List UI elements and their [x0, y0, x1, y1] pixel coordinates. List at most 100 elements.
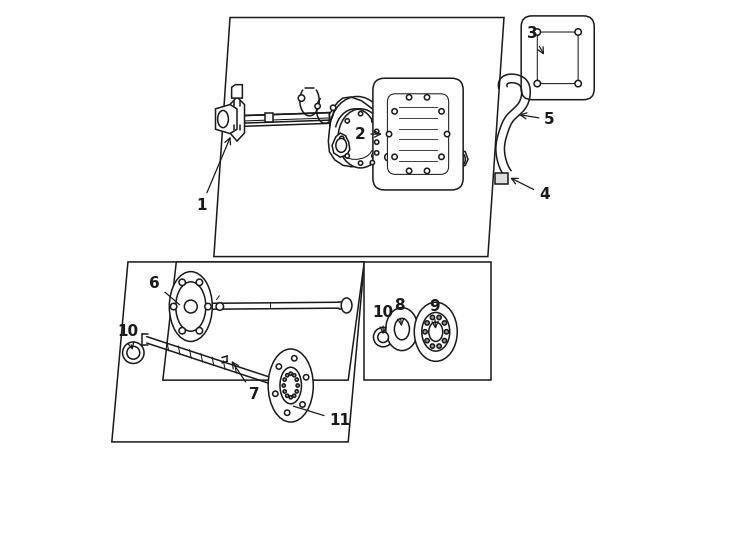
Circle shape [276, 364, 282, 369]
Circle shape [286, 394, 289, 397]
Circle shape [575, 29, 581, 35]
Circle shape [358, 112, 363, 116]
Ellipse shape [336, 138, 346, 152]
Polygon shape [216, 105, 237, 133]
Polygon shape [265, 113, 273, 122]
Circle shape [444, 329, 448, 334]
Circle shape [371, 119, 376, 123]
Circle shape [392, 154, 397, 159]
Circle shape [575, 80, 581, 87]
Text: 6: 6 [150, 276, 180, 305]
Circle shape [423, 329, 427, 334]
Text: 10: 10 [117, 325, 139, 349]
Circle shape [437, 344, 441, 348]
Ellipse shape [175, 282, 206, 331]
Ellipse shape [414, 302, 457, 361]
Polygon shape [383, 89, 453, 180]
Circle shape [300, 402, 305, 407]
Ellipse shape [170, 272, 212, 341]
Circle shape [283, 390, 286, 393]
Ellipse shape [448, 153, 457, 166]
Text: 9: 9 [429, 299, 440, 328]
Circle shape [386, 131, 392, 137]
Circle shape [295, 390, 299, 393]
Circle shape [303, 375, 309, 380]
Text: 5: 5 [520, 112, 555, 127]
Circle shape [377, 136, 382, 140]
Ellipse shape [341, 298, 352, 313]
Circle shape [295, 378, 299, 381]
Ellipse shape [338, 109, 383, 168]
Ellipse shape [218, 111, 228, 127]
Circle shape [289, 396, 292, 399]
Circle shape [216, 303, 224, 310]
Circle shape [374, 140, 379, 144]
Circle shape [179, 327, 186, 334]
Polygon shape [214, 17, 504, 256]
FancyBboxPatch shape [373, 78, 463, 190]
Circle shape [298, 95, 305, 102]
Circle shape [443, 339, 446, 343]
Text: 10: 10 [373, 306, 393, 333]
Circle shape [345, 154, 349, 158]
Ellipse shape [422, 313, 450, 351]
Circle shape [283, 378, 286, 381]
Circle shape [293, 374, 296, 377]
Circle shape [378, 332, 388, 342]
Circle shape [443, 321, 446, 325]
Text: 4: 4 [512, 178, 550, 202]
Circle shape [374, 129, 379, 133]
Circle shape [291, 355, 297, 361]
Text: 3: 3 [527, 26, 543, 53]
FancyBboxPatch shape [521, 16, 595, 100]
Circle shape [286, 374, 289, 377]
Circle shape [340, 136, 344, 140]
FancyBboxPatch shape [537, 32, 578, 84]
Circle shape [389, 144, 396, 151]
Polygon shape [328, 97, 386, 167]
Polygon shape [230, 97, 244, 141]
Circle shape [389, 133, 396, 140]
Polygon shape [112, 262, 364, 442]
Text: 1: 1 [196, 138, 230, 213]
Circle shape [358, 161, 363, 165]
Ellipse shape [429, 322, 443, 341]
Ellipse shape [268, 349, 313, 422]
FancyBboxPatch shape [388, 94, 448, 174]
Circle shape [430, 344, 435, 348]
Circle shape [424, 168, 429, 173]
Circle shape [289, 372, 292, 375]
Circle shape [385, 153, 392, 161]
Circle shape [430, 315, 435, 320]
Circle shape [425, 321, 429, 325]
Circle shape [374, 151, 379, 155]
Circle shape [127, 346, 139, 359]
Circle shape [392, 109, 397, 114]
Circle shape [196, 327, 203, 334]
Circle shape [205, 303, 211, 310]
Circle shape [444, 131, 450, 137]
Text: 2: 2 [355, 126, 380, 141]
Circle shape [437, 315, 441, 320]
Polygon shape [495, 173, 508, 184]
Circle shape [296, 384, 299, 387]
Circle shape [534, 80, 540, 87]
Circle shape [439, 109, 444, 114]
Circle shape [330, 105, 336, 111]
Circle shape [407, 94, 412, 100]
Circle shape [293, 394, 296, 397]
Circle shape [389, 122, 396, 130]
Circle shape [123, 342, 144, 363]
Polygon shape [448, 148, 468, 169]
Ellipse shape [394, 319, 410, 340]
Circle shape [272, 391, 278, 396]
Circle shape [374, 327, 393, 347]
Circle shape [179, 279, 186, 286]
Ellipse shape [386, 308, 418, 350]
Circle shape [407, 168, 412, 173]
Circle shape [534, 29, 540, 35]
Text: 7: 7 [233, 362, 260, 402]
Circle shape [439, 154, 444, 159]
Circle shape [184, 300, 197, 313]
Polygon shape [332, 133, 350, 157]
